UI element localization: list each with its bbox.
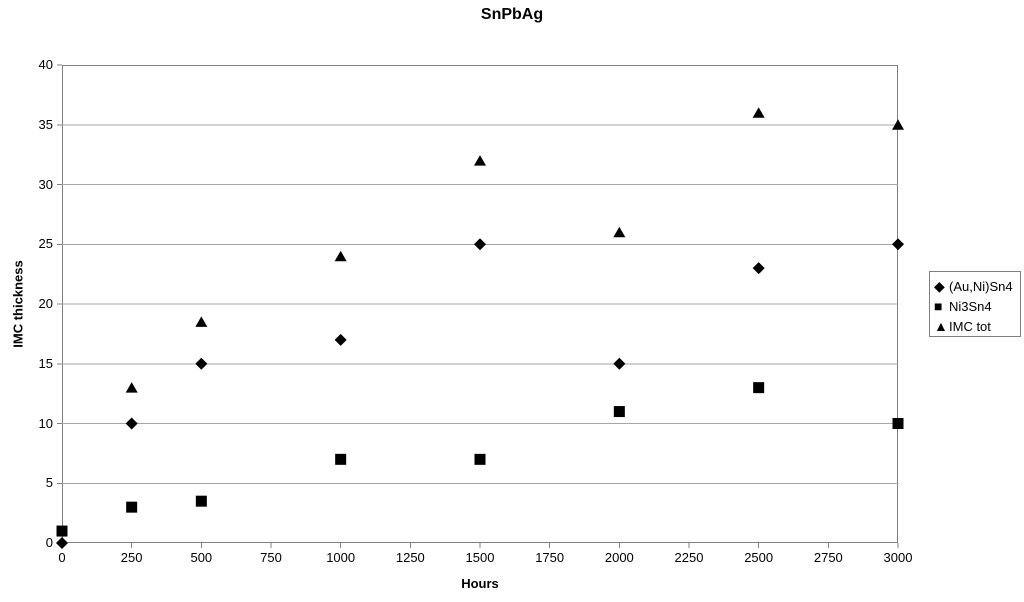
- x-tick-label: 750: [260, 550, 282, 565]
- y-tick-label: 30: [38, 176, 53, 192]
- data-point-triangle: [613, 226, 626, 238]
- y-tick-label: 35: [38, 116, 53, 132]
- legend-label: Ni3Sn4: [949, 298, 992, 314]
- x-tick-label: 2750: [813, 550, 843, 565]
- legend-item-auni-sn4: ◆ (Au,Ni)Sn4: [934, 276, 1018, 296]
- data-point-square: [335, 453, 347, 465]
- x-tick-label: 1000: [326, 550, 356, 565]
- triangle-icon: ▲: [934, 318, 948, 334]
- data-point-square: [56, 525, 68, 537]
- x-tick-label: 250: [120, 550, 143, 565]
- data-point-square: [126, 501, 138, 513]
- plot-canvas: [56, 64, 904, 549]
- data-point-diamond: [125, 417, 138, 430]
- y-tick-label: 0: [45, 535, 53, 550]
- data-point-triangle: [892, 119, 904, 130]
- x-tick-label: 2500: [744, 550, 774, 565]
- legend-item-ni3sn4: ■ Ni3Sn4: [934, 296, 1018, 316]
- data-point-diamond: [334, 333, 347, 346]
- data-point-diamond: [752, 262, 765, 275]
- data-point-square: [474, 453, 486, 465]
- x-tick-label: 500: [190, 550, 213, 565]
- data-point-triangle: [474, 155, 486, 166]
- data-point-diamond: [613, 357, 626, 370]
- y-tick-label: 15: [38, 355, 53, 371]
- data-point-triangle: [752, 107, 765, 118]
- data-point-square: [613, 406, 625, 418]
- legend-label: IMC tot: [949, 318, 991, 334]
- x-tick-label: 3000: [883, 550, 913, 565]
- data-point-diamond: [474, 238, 486, 251]
- y-tick-label: 20: [38, 296, 53, 311]
- diamond-icon: ◆: [934, 278, 945, 294]
- x-axis-title: Hours: [461, 576, 499, 591]
- y-tick-label: 10: [38, 415, 53, 431]
- data-point-square: [753, 382, 765, 394]
- y-tick-label: 40: [38, 57, 53, 72]
- y-tick-label: 5: [45, 475, 53, 491]
- square-icon: ■: [934, 298, 943, 314]
- x-tick-label: 0: [58, 550, 66, 565]
- x-tick-label: 1750: [535, 550, 565, 565]
- data-point-square: [892, 418, 904, 429]
- x-tick-label: 1500: [465, 550, 495, 565]
- chart-title: SnPbAg: [480, 6, 544, 23]
- data-point-diamond: [892, 238, 904, 251]
- x-tick-label: 2000: [604, 550, 634, 565]
- data-point-triangle: [125, 382, 138, 393]
- data-point-triangle: [334, 250, 347, 262]
- data-point-diamond: [56, 537, 68, 549]
- legend-item-imc-tot: ▲ IMC tot: [934, 316, 1018, 336]
- legend: ◆ (Au,Ni)Sn4 ■ Ni3Sn4 ▲ IMC tot: [929, 271, 1021, 337]
- data-point-square: [195, 495, 207, 507]
- y-tick-label: 25: [38, 236, 53, 252]
- data-point-triangle: [195, 316, 208, 327]
- x-tick-label: 1250: [395, 550, 425, 565]
- x-tick-label: 2250: [674, 550, 704, 565]
- data-point-diamond: [195, 357, 208, 370]
- legend-label: (Au,Ni)Sn4: [949, 278, 1013, 294]
